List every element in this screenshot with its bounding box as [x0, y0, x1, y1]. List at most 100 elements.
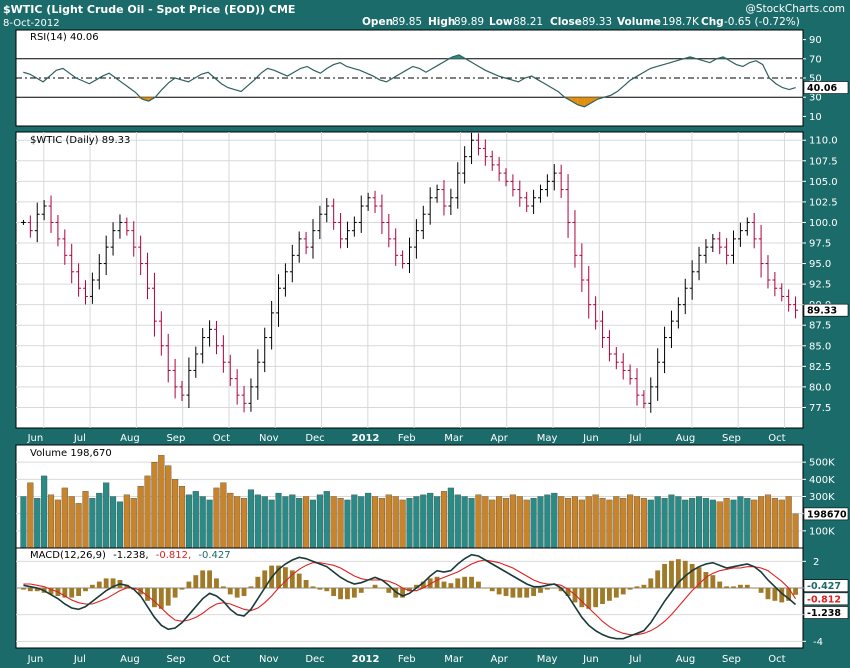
volume-bar	[234, 496, 241, 549]
volume-bar	[489, 499, 496, 549]
x-axis-bottom-label: Aug	[120, 654, 140, 665]
volume-bar	[399, 499, 406, 549]
volume-bar	[47, 494, 55, 549]
x-axis-bottom-label: Aug	[676, 654, 696, 665]
x-axis-bottom-label: Oct	[213, 654, 230, 665]
price-tick-label: 100.0	[809, 218, 838, 229]
rsi-last-value: 40.06	[807, 83, 837, 94]
macd-histogram-bar	[400, 588, 406, 598]
macd-histogram-bar	[351, 588, 357, 598]
macd-histogram-bar	[310, 586, 316, 588]
rsi-tick-label: 70	[809, 54, 822, 65]
macd-histogram-bar	[586, 588, 592, 609]
macd-histogram-bar	[338, 588, 343, 600]
rsi-plot	[23, 54, 796, 108]
macd-last-value-box	[803, 606, 849, 619]
price-last-value-box	[803, 303, 849, 317]
price-tick-label: 97.5	[809, 239, 831, 250]
x-axis-top-label: Apr	[491, 433, 509, 444]
volume-bar	[565, 498, 572, 549]
volume-bar	[578, 499, 585, 549]
volume-label: Volume	[617, 16, 661, 28]
volume-bar	[447, 487, 454, 549]
macd-histogram-bar	[48, 588, 54, 595]
volume-bar	[675, 496, 682, 549]
price-tick-label: 87.5	[809, 321, 831, 332]
volume-bar	[420, 494, 427, 549]
macd-histogram-bar	[420, 581, 426, 588]
volume-bar	[227, 492, 234, 549]
chart-date: 8-Oct-2012	[3, 18, 60, 29]
macd-histogram-bar	[448, 583, 454, 588]
macd-histogram-bar	[441, 581, 447, 588]
x-axis-bottom-label: Jun	[27, 654, 44, 665]
volume-bar	[496, 496, 503, 549]
macd-histogram-bar	[503, 588, 509, 596]
price-tick-label: 80.0	[809, 382, 831, 393]
volume-bar	[378, 498, 385, 549]
close-label: Close	[550, 16, 582, 28]
volume-bar	[34, 498, 41, 549]
volume-bar	[502, 498, 510, 549]
volume-bar	[737, 496, 744, 549]
macd-tick-label: 2	[813, 557, 819, 568]
volume-bar	[385, 494, 392, 549]
macd-histogram-bar	[331, 588, 337, 596]
volume-bar	[130, 498, 137, 549]
macd-histogram-bar	[76, 588, 82, 596]
macd-histogram-bar	[220, 586, 226, 588]
x-axis-top-label: Jul	[73, 433, 86, 444]
macd-histogram-bar	[648, 578, 654, 588]
volume-bar	[289, 494, 296, 549]
volume-bar	[620, 498, 627, 549]
macd-histogram-bar	[744, 584, 750, 588]
volume-bar	[468, 498, 475, 549]
price-tick-label: 95.0	[809, 259, 831, 270]
macd-histogram-bar	[145, 588, 150, 601]
macd-signal-line	[23, 559, 797, 636]
macd-histogram-bar	[62, 588, 68, 598]
volume-plot	[20, 455, 799, 549]
macd-histogram-bar	[793, 588, 798, 595]
macd-last-value-box	[803, 592, 849, 606]
x-axis-bottom-label: Nov	[259, 654, 279, 665]
macd-histogram-bar	[462, 576, 468, 588]
macd-histogram-bar	[345, 588, 350, 600]
macd-histogram-bar	[786, 588, 792, 601]
rsi-last-value-box	[803, 81, 849, 94]
macd-histogram-bar	[758, 588, 764, 593]
volume-bar	[592, 494, 599, 549]
macd-last-value: -0.427	[807, 581, 841, 592]
macd-histogram-bar	[296, 573, 302, 588]
x-axis-top-label: Sep	[722, 433, 741, 444]
volume-bar	[316, 494, 323, 549]
volume-bar	[213, 487, 220, 549]
chg-value: -0.65 (-0.72%)	[724, 16, 800, 28]
volume-bar	[475, 494, 482, 549]
macd-histogram-bar	[248, 586, 254, 588]
macd-histogram-bar	[255, 576, 261, 588]
x-axis-top-label: Jun	[27, 433, 44, 444]
watermark: @StockCharts.com	[745, 3, 845, 15]
macd-histogram-bar	[303, 580, 309, 588]
x-axis-top-label: Aug	[676, 433, 696, 444]
volume-bar	[716, 501, 723, 549]
macd-histogram-bar	[627, 588, 633, 590]
volume-bar	[709, 499, 716, 549]
macd-histogram-bar	[724, 586, 730, 588]
volume-bar	[75, 503, 82, 549]
macd-histogram-bar	[413, 584, 419, 588]
volume-bar	[178, 486, 186, 549]
volume-bar	[303, 496, 310, 549]
macd-histogram-bar	[96, 581, 102, 588]
volume-panel: Volume 198,670 100K200K300K400K500K19867…	[15, 444, 849, 549]
macd-histogram-bar	[675, 559, 681, 588]
macd-tick-label: -4	[813, 637, 823, 648]
macd-histogram-bar	[241, 588, 247, 596]
volume-ticks: 100K200K300K400K500K198670	[803, 458, 849, 537]
macd-histogram-bar	[607, 588, 612, 601]
volume-bar	[516, 496, 523, 549]
macd-histogram-bar	[551, 588, 557, 589]
macd-panel: MACD(12,26,9) -1.238, -0.812, -0.427 -4 -…	[15, 547, 849, 649]
volume-bar	[351, 494, 358, 549]
